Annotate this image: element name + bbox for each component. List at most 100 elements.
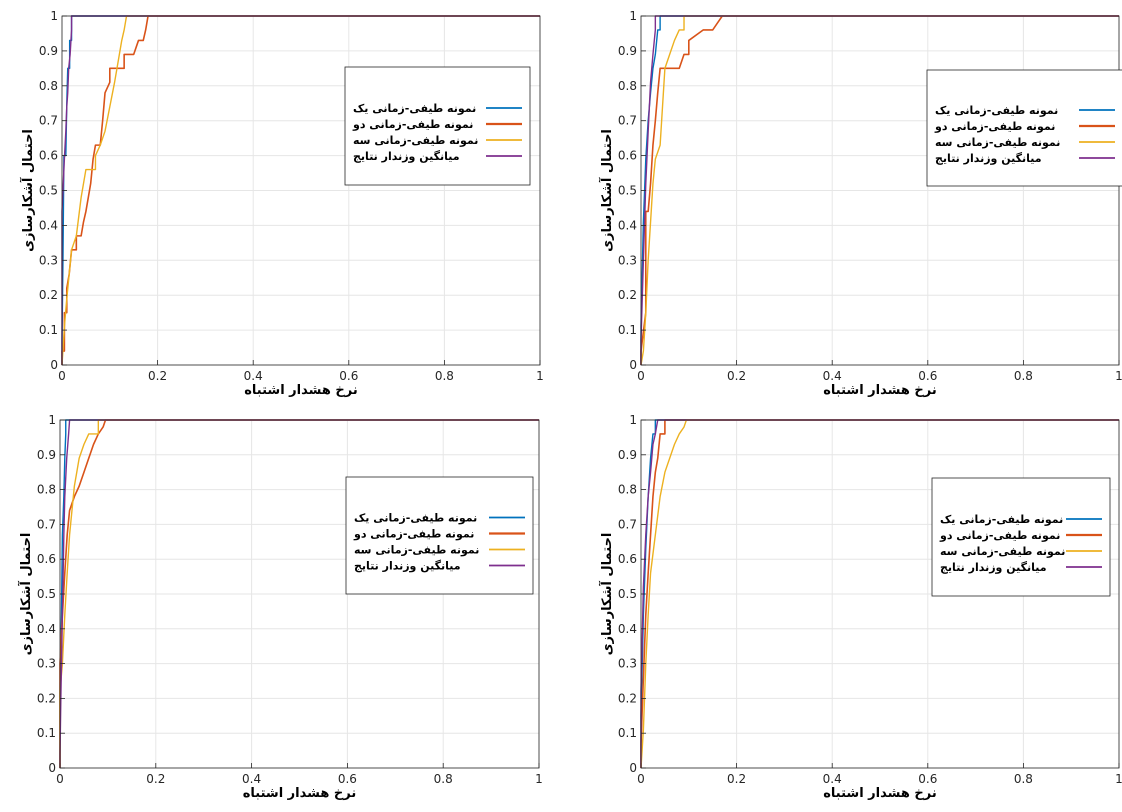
y-tick-label: 0.1 <box>618 726 637 740</box>
x-tick-label: 0 <box>58 369 66 383</box>
x-tick-label: 0.2 <box>148 369 167 383</box>
chart-svg: 0 0.2 0.4 0.6 0.8 1 0 0.1 0.2 0.3 0.4 0.5 0.6 0.7 0.8 0… <box>561 0 1122 406</box>
y-tick-label: 0.8 <box>37 483 56 497</box>
legend-label-2: نمونه طیفی-زمانی دو <box>352 118 473 131</box>
x-tick-label: 0.4 <box>823 369 842 383</box>
x-tick-label: 1 <box>535 772 543 786</box>
y-tick-label: 0.8 <box>618 483 637 497</box>
x-tick-label: 0.8 <box>1014 772 1033 786</box>
x-tick-label: 0.6 <box>918 369 937 383</box>
y-tick-label: 0.8 <box>39 79 58 93</box>
x-tick-label: 0.4 <box>242 772 261 786</box>
y-tick-label: 0.1 <box>618 323 637 337</box>
chart-panel-top-right: 0 0.2 0.4 0.6 0.8 1 0 0.1 0.2 0.3 0.4 0.5 0.6 0.7 0.8 0… <box>561 0 1122 406</box>
y-tick-label: 0.4 <box>618 218 637 232</box>
legend-label-1: نمونه طیفی-زمانی یک <box>354 512 477 525</box>
y-tick-label: 0.6 <box>39 149 58 163</box>
y-tick-label: 0 <box>629 358 637 372</box>
chart-panel-top-left: 0 0.2 0.4 0.6 0.8 1 0 0.1 0.2 0.3 0.4 0.5 0.6 0.7 0.8 0… <box>0 0 561 406</box>
y-axis-label: احتمال آشکارسازی <box>598 533 615 656</box>
chart-svg: 0 0.2 0.4 0.6 0.8 1 0 0.1 0.2 0.3 0.4 0.5 0.6 0.7 0.8 0… <box>0 406 561 812</box>
chart-panel-bottom-left: 0 0.2 0.4 0.6 0.8 1 0 0.1 0.2 0.3 0.4 0.5 0.6 0.7 0.8 0… <box>0 406 561 812</box>
y-tick-label: 0.9 <box>618 448 637 462</box>
y-tick-label: 0.2 <box>618 691 637 705</box>
y-tick-label: 0.2 <box>618 288 637 302</box>
y-tick-label: 1 <box>48 413 56 427</box>
y-tick-label: 0 <box>629 761 637 775</box>
y-tick-label: 0.1 <box>37 726 56 740</box>
y-tick-label: 0.3 <box>39 253 58 267</box>
y-tick-label: 0.9 <box>618 44 637 58</box>
y-tick-label: 0.7 <box>39 114 58 128</box>
legend-label-3: نمونه طیفی-زمانی سه <box>354 544 479 557</box>
legend-label-2: نمونه طیفی-زمانی دو <box>934 120 1055 133</box>
x-tick-label: 0.6 <box>918 772 937 786</box>
chart-panel-bottom-right: 0 0.2 0.4 0.6 0.8 1 0 0.1 0.2 0.3 0.4 0.5 0.6 0.7 0.8 0… <box>561 406 1122 812</box>
y-tick-label: 0.2 <box>37 691 56 705</box>
x-tick-label: 0.8 <box>1014 369 1033 383</box>
y-tick-label: 0.5 <box>618 587 637 601</box>
legend-label-1: نمونه طیفی-زمانی یک <box>940 513 1063 526</box>
x-tick-label: 0.2 <box>727 772 746 786</box>
legend-label-4: میانگین وزندار نتایج <box>354 560 461 573</box>
x-tick-label: 0 <box>637 369 645 383</box>
legend: نمونه طیفی-زمانی یک نمونه طیفی-زمانی دو نم… <box>927 70 1122 186</box>
y-tick-label: 0.9 <box>39 44 58 58</box>
legend: نمونه طیفی-زمانی یک نمونه طیفی-زمانی دو نم… <box>932 478 1110 596</box>
x-tick-label: 0.6 <box>338 772 357 786</box>
y-tick-label: 0.5 <box>39 184 58 198</box>
x-tick-label: 0.4 <box>244 369 263 383</box>
x-tick-label: 0.8 <box>434 772 453 786</box>
y-tick-label: 0.2 <box>39 288 58 302</box>
legend-label-4: میانگین وزندار نتایج <box>935 152 1042 165</box>
x-tick-label: 1 <box>536 369 544 383</box>
y-tick-label: 0.7 <box>37 517 56 531</box>
x-tick-label: 0.6 <box>339 369 358 383</box>
x-axis-label: نرخ هشدار اشتباه <box>823 786 937 801</box>
y-tick-label: 1 <box>50 9 58 23</box>
x-axis-label: نرخ هشدار اشتباه <box>823 383 937 398</box>
x-tick-label: 0.8 <box>435 369 454 383</box>
y-axis-label: احتمال آشکارسازی <box>17 533 34 656</box>
legend-label-2: نمونه طیفی-زمانی دو <box>939 529 1060 542</box>
y-tick-label: 0.5 <box>37 587 56 601</box>
x-tick-label: 0 <box>56 772 64 786</box>
y-tick-label: 0.5 <box>618 184 637 198</box>
y-tick-label: 0.9 <box>37 448 56 462</box>
y-tick-label: 0.6 <box>618 552 637 566</box>
x-tick-label: 0.2 <box>146 772 165 786</box>
y-tick-label: 0 <box>50 358 58 372</box>
y-tick-label: 0.7 <box>618 517 637 531</box>
legend: نمونه طیفی-زمانی یک نمونه طیفی-زمانی دو نم… <box>345 67 530 185</box>
legend-label-2: نمونه طیفی-زمانی دو <box>353 528 474 541</box>
legend: نمونه طیفی-زمانی یک نمونه طیفی-زمانی دو نم… <box>346 477 533 594</box>
y-tick-label: 0.4 <box>618 622 637 636</box>
x-tick-label: 0 <box>637 772 645 786</box>
y-tick-label: 0.4 <box>39 218 58 232</box>
y-axis-label: احتمال آشکارسازی <box>598 129 615 252</box>
y-tick-label: 0.3 <box>37 657 56 671</box>
y-tick-label: 0.3 <box>618 253 637 267</box>
y-tick-label: 0.6 <box>618 149 637 163</box>
y-axis-label: احتمال آشکارسازی <box>19 129 36 252</box>
x-tick-label: 1 <box>1115 772 1122 786</box>
chart-svg: 0 0.2 0.4 0.6 0.8 1 0 0.1 0.2 0.3 0.4 0.5 0.6 0.7 0.8 0… <box>561 406 1122 812</box>
y-tick-label: 0.1 <box>39 323 58 337</box>
y-tick-label: 0.4 <box>37 622 56 636</box>
legend-label-1: نمونه طیفی-زمانی یک <box>935 104 1058 117</box>
chart-svg: 0 0.2 0.4 0.6 0.8 1 0 0.1 0.2 0.3 0.4 0.5 0.6 0.7 0.8 0… <box>0 0 561 406</box>
y-tick-label: 0.7 <box>618 114 637 128</box>
legend-label-4: میانگین وزندار نتایج <box>940 561 1047 574</box>
y-tick-label: 0.6 <box>37 552 56 566</box>
y-tick-label: 1 <box>629 413 637 427</box>
y-tick-label: 1 <box>629 9 637 23</box>
x-tick-label: 1 <box>1115 369 1122 383</box>
legend-label-3: نمونه طیفی-زمانی سه <box>940 545 1065 558</box>
x-axis-label: نرخ هشدار اشتباه <box>243 786 357 801</box>
x-tick-label: 0.4 <box>823 772 842 786</box>
y-tick-label: 0.8 <box>618 79 637 93</box>
legend-label-4: میانگین وزندار نتایج <box>353 150 460 163</box>
legend-label-3: نمونه طیفی-زمانی سه <box>935 136 1060 149</box>
y-tick-label: 0.3 <box>618 657 637 671</box>
x-tick-label: 0.2 <box>727 369 746 383</box>
